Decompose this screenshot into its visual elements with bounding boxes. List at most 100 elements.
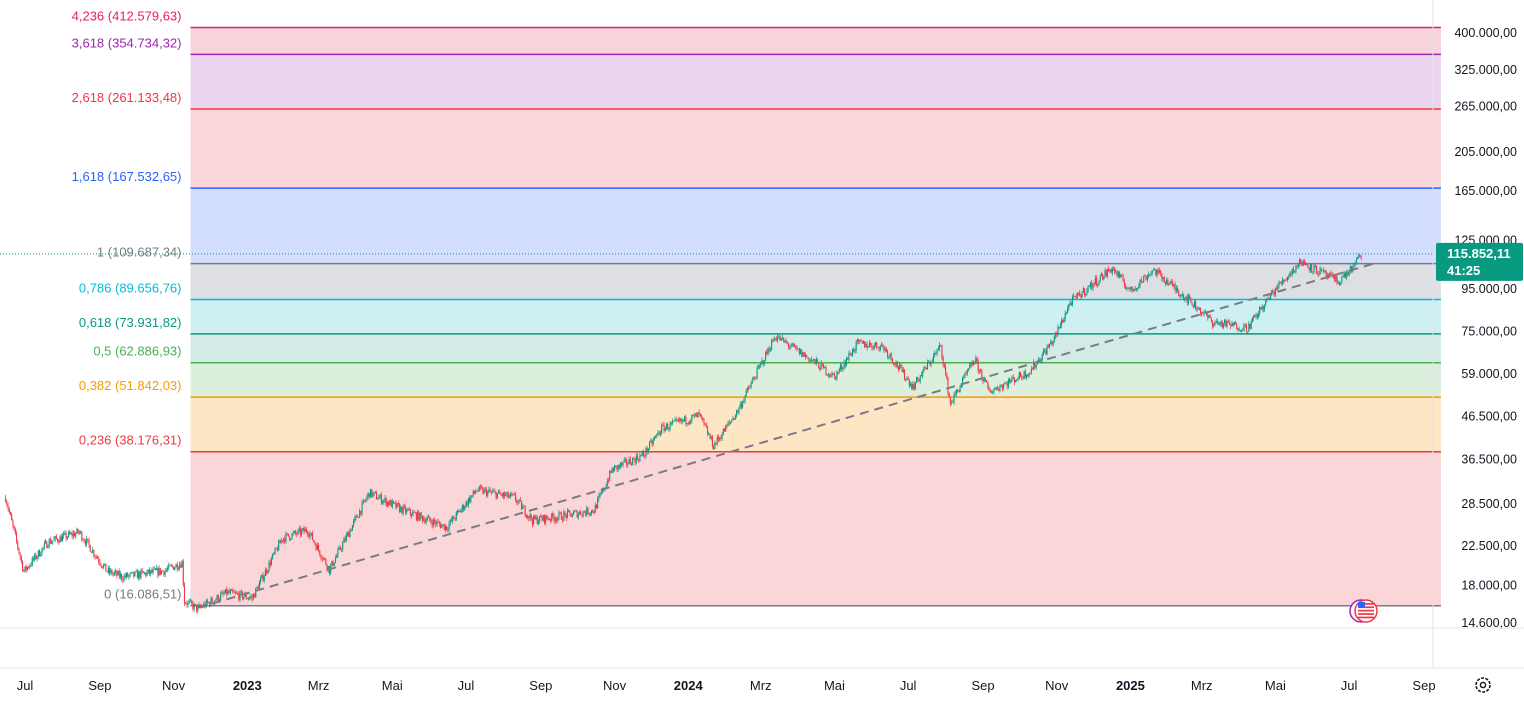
candle	[334, 554, 337, 564]
candle	[1067, 305, 1069, 314]
candle	[798, 347, 800, 356]
candle	[1311, 263, 1313, 273]
candle	[13, 525, 15, 532]
candle	[794, 343, 796, 348]
candle	[226, 586, 228, 598]
fib-zone-4,236	[190, 27, 1441, 55]
trendline[interactable]	[197, 262, 1375, 609]
candle	[1001, 383, 1003, 392]
candle	[731, 418, 733, 424]
candle	[478, 485, 480, 492]
candle	[1323, 267, 1325, 274]
candle	[99, 558, 101, 566]
candle	[864, 341, 866, 348]
candle	[1354, 261, 1356, 267]
candle	[338, 544, 340, 551]
price-tick-label: 95.000,00	[1461, 282, 1517, 296]
candle	[536, 515, 538, 525]
candle	[1213, 322, 1215, 328]
price-axis[interactable]: 400.000,00 325.000,00 265.000,00 205.000,00…	[1454, 26, 1517, 630]
candle	[362, 498, 364, 505]
candle	[802, 352, 804, 357]
candle	[9, 511, 12, 516]
candle	[1092, 283, 1094, 292]
gear-icon[interactable]	[1475, 677, 1491, 693]
candle	[424, 516, 426, 525]
candle	[762, 359, 764, 367]
candle	[1302, 259, 1304, 267]
candle	[160, 570, 163, 576]
candle	[1082, 286, 1084, 293]
candle	[136, 569, 138, 579]
candle	[1255, 312, 1257, 320]
candle	[231, 588, 233, 591]
candle	[1161, 273, 1163, 282]
candle	[1091, 280, 1093, 291]
candle	[952, 399, 954, 403]
candle	[285, 531, 287, 544]
candle	[1120, 274, 1122, 279]
candle	[518, 498, 520, 504]
candle	[702, 417, 704, 422]
candle	[32, 556, 35, 562]
candle	[1289, 271, 1291, 278]
candle	[144, 571, 146, 575]
candle	[1099, 274, 1101, 283]
candle	[1138, 282, 1140, 290]
candle	[639, 452, 641, 462]
candle	[825, 364, 827, 376]
candle	[810, 356, 813, 362]
fib-zone-fills	[190, 27, 1441, 606]
candle	[844, 359, 846, 369]
candle	[1123, 278, 1125, 289]
candle	[711, 434, 713, 449]
candle	[885, 347, 887, 353]
candle	[65, 530, 67, 542]
candle	[559, 511, 561, 515]
candle	[211, 596, 213, 603]
fib-zone-2,618	[190, 109, 1441, 189]
candle	[577, 511, 579, 520]
candle	[1024, 368, 1026, 379]
candle	[421, 515, 424, 524]
candle	[1279, 281, 1281, 284]
candle	[1139, 278, 1141, 289]
candle	[6, 499, 8, 507]
fib-label: 0,236 (38.176,31)	[79, 433, 182, 448]
candle	[1116, 270, 1118, 278]
candle	[423, 515, 425, 522]
fib-level-lines	[190, 26, 1441, 607]
candle	[1244, 323, 1246, 328]
candle	[1169, 280, 1171, 285]
candle	[36, 555, 38, 562]
candle	[157, 567, 159, 579]
candle	[661, 423, 663, 436]
candle	[504, 491, 506, 500]
candle	[80, 530, 82, 535]
candle	[94, 554, 96, 560]
candle	[405, 504, 407, 516]
candle	[917, 376, 919, 383]
candle	[290, 538, 292, 541]
candle	[82, 537, 84, 541]
candle	[911, 382, 913, 391]
candle	[658, 430, 660, 436]
trendline-layer[interactable]	[197, 262, 1375, 609]
candle	[1184, 297, 1186, 303]
candle	[1248, 320, 1250, 333]
candle	[1029, 372, 1031, 376]
candle	[299, 525, 302, 538]
candle	[356, 514, 358, 518]
candle	[296, 531, 298, 538]
candle	[987, 381, 989, 390]
candle	[58, 539, 60, 545]
candle	[790, 343, 792, 350]
time-axis[interactable]: Jul Sep Nov 2023 Mrz Mai Jul Sep Nov 2024 Mrz Mai Ju…	[17, 678, 1436, 693]
candle	[493, 488, 495, 492]
candle	[1114, 266, 1116, 275]
candle	[819, 366, 821, 372]
candle	[76, 527, 78, 534]
us-flag-icon[interactable]	[1349, 599, 1378, 623]
